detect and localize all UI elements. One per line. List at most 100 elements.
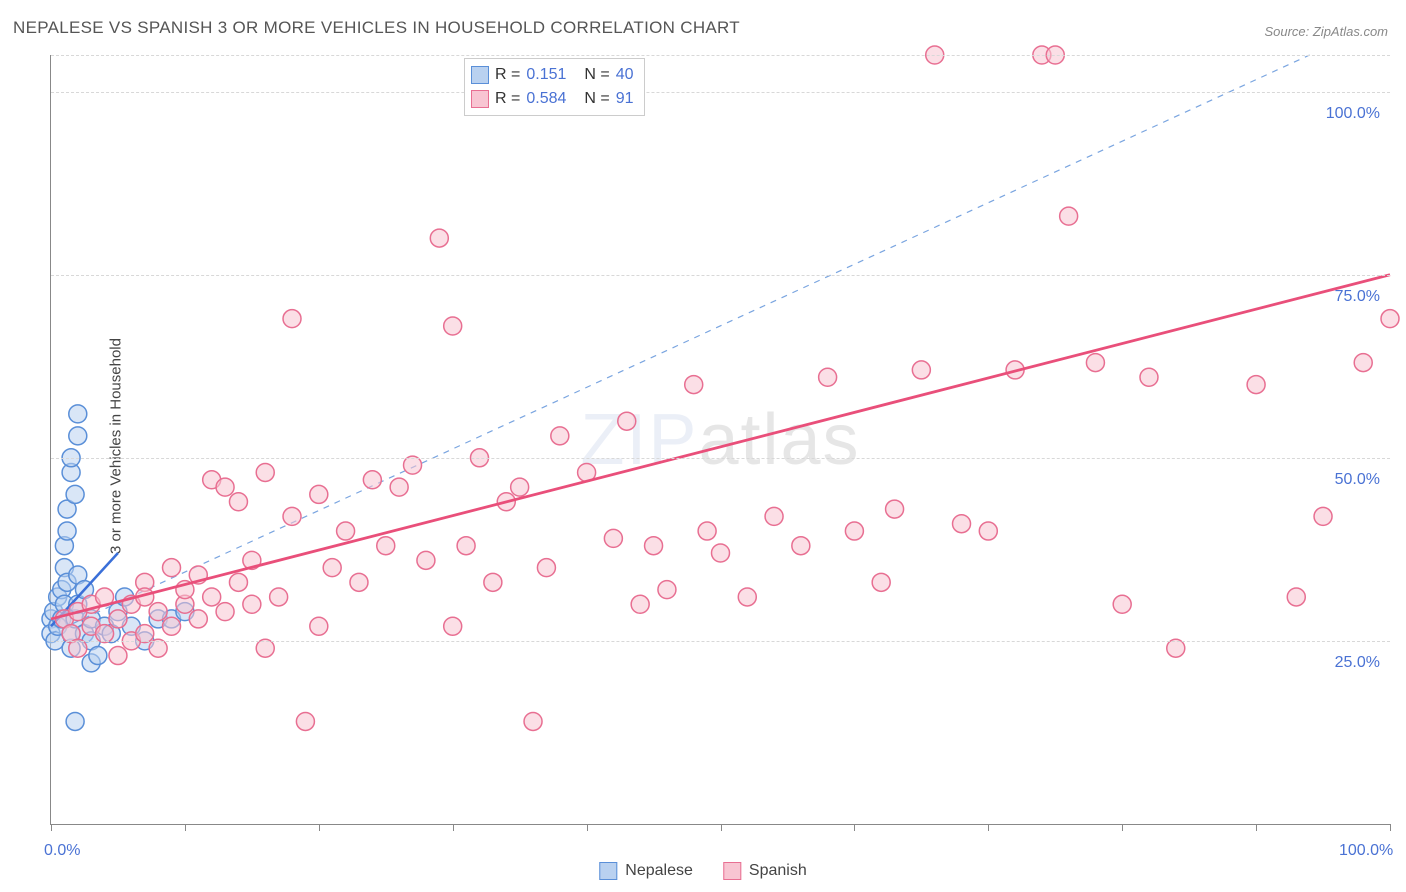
bottom-legend: Nepalese Spanish: [599, 862, 806, 880]
scatter-point: [537, 559, 555, 577]
n-label-1: N =: [584, 63, 609, 87]
scatter-point: [243, 595, 261, 613]
x-tick: [854, 824, 855, 831]
x-tick: [453, 824, 454, 831]
scatter-point: [1060, 207, 1078, 225]
scatter-point: [524, 712, 542, 730]
x-tick: [319, 824, 320, 831]
r-label-2: R =: [495, 87, 520, 111]
scatter-point: [404, 456, 422, 474]
legend-item-spanish: Spanish: [723, 862, 807, 880]
scatter-point: [712, 544, 730, 562]
chart-title: NEPALESE VS SPANISH 3 OR MORE VEHICLES I…: [13, 18, 740, 38]
gridline-h: [51, 458, 1390, 459]
scatter-point: [1167, 639, 1185, 657]
scatter-point: [377, 537, 395, 555]
scatter-point: [604, 529, 622, 547]
gridline-h: [51, 275, 1390, 276]
source-label: Source: ZipAtlas.com: [1264, 24, 1388, 39]
scatter-point: [216, 603, 234, 621]
stats-row-spanish: R = 0.584 N = 91: [471, 87, 634, 111]
scatter-point: [1314, 507, 1332, 525]
scatter-point: [953, 515, 971, 533]
scatter-point: [229, 493, 247, 511]
scatter-point: [872, 573, 890, 591]
scatter-point: [323, 559, 341, 577]
scatter-point: [66, 485, 84, 503]
plot-area: ZIPatlas 25.0%50.0%75.0%100.0%: [50, 55, 1390, 825]
scatter-point: [1086, 354, 1104, 372]
swatch-blue: [471, 66, 489, 84]
scatter-point: [296, 712, 314, 730]
scatter-point: [698, 522, 716, 540]
scatter-point: [484, 573, 502, 591]
scatter-point: [658, 581, 676, 599]
stats-row-nepalese: R = 0.151 N = 40: [471, 63, 634, 87]
scatter-point: [337, 522, 355, 540]
scatter-point: [631, 595, 649, 613]
scatter-point: [216, 478, 234, 496]
legend-label-nepalese: Nepalese: [625, 862, 693, 880]
scatter-point: [1140, 368, 1158, 386]
x-tick: [988, 824, 989, 831]
scatter-point: [417, 551, 435, 569]
swatch-pink-bottom: [723, 862, 741, 880]
scatter-point: [363, 471, 381, 489]
scatter-point: [444, 617, 462, 635]
scatter-point: [912, 361, 930, 379]
scatter-point: [845, 522, 863, 540]
stats-legend: R = 0.151 N = 40 R = 0.584 N = 91: [464, 58, 645, 116]
scatter-point: [1381, 310, 1399, 328]
scatter-point: [256, 639, 274, 657]
scatter-point: [819, 368, 837, 386]
x-tick: [721, 824, 722, 831]
scatter-point: [163, 617, 181, 635]
gridline-h: [51, 92, 1390, 93]
y-tick-label: 25.0%: [1335, 654, 1380, 672]
scatter-point: [792, 537, 810, 555]
scatter-point: [350, 573, 368, 591]
scatter-point: [886, 500, 904, 518]
scatter-point: [551, 427, 569, 445]
swatch-blue-bottom: [599, 862, 617, 880]
n-val-1: 40: [616, 63, 634, 87]
scatter-point: [89, 647, 107, 665]
scatter-point: [430, 229, 448, 247]
scatter-point: [69, 405, 87, 423]
scatter-point: [270, 588, 288, 606]
plot-svg: [51, 55, 1390, 824]
scatter-point: [149, 639, 167, 657]
scatter-point: [189, 610, 207, 628]
scatter-point: [511, 478, 529, 496]
scatter-point: [1354, 354, 1372, 372]
scatter-point: [645, 537, 663, 555]
y-tick-label: 100.0%: [1326, 105, 1380, 123]
scatter-point: [203, 588, 221, 606]
legend-item-nepalese: Nepalese: [599, 862, 693, 880]
r-val-1: 0.151: [526, 63, 566, 87]
scatter-point: [390, 478, 408, 496]
scatter-point: [69, 427, 87, 445]
scatter-point: [256, 463, 274, 481]
x-tick: [1122, 824, 1123, 831]
scatter-point: [738, 588, 756, 606]
scatter-point: [109, 647, 127, 665]
scatter-point: [96, 625, 114, 643]
x-tick: [1390, 824, 1391, 831]
scatter-point: [109, 610, 127, 628]
r-label-1: R =: [495, 63, 520, 87]
scatter-point: [283, 507, 301, 525]
scatter-point: [979, 522, 997, 540]
scatter-point: [618, 412, 636, 430]
swatch-pink: [471, 90, 489, 108]
scatter-point: [163, 559, 181, 577]
scatter-point: [1287, 588, 1305, 606]
y-tick-label: 50.0%: [1335, 471, 1380, 489]
gridline-h: [51, 641, 1390, 642]
scatter-point: [66, 712, 84, 730]
x-tick: [185, 824, 186, 831]
scatter-point: [765, 507, 783, 525]
chart-container: NEPALESE VS SPANISH 3 OR MORE VEHICLES I…: [0, 0, 1406, 892]
scatter-point: [310, 485, 328, 503]
scatter-point: [685, 376, 703, 394]
